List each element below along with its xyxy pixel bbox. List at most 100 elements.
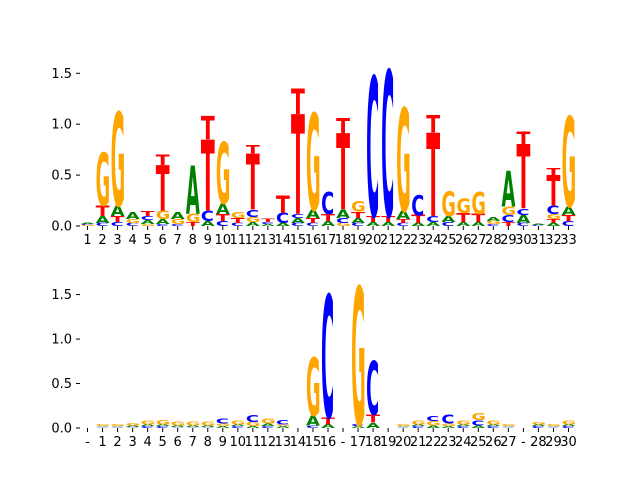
logo-letter-C: C xyxy=(141,215,154,221)
logo-letter-G: G xyxy=(396,80,411,244)
x-tick-label: 1 xyxy=(98,435,106,450)
x-tick-label: 25 xyxy=(440,233,457,248)
logo-letter-C: C xyxy=(246,414,259,425)
logo-letter-G: G xyxy=(486,220,501,225)
logo-letter-T: T xyxy=(306,217,321,225)
logo-letter-T: T xyxy=(291,88,305,247)
logo-letter-A: A xyxy=(396,208,410,221)
logo-letter-T: T xyxy=(396,218,411,225)
logo-letter-T: T xyxy=(456,210,470,225)
y-tick-label: 0.5 xyxy=(51,377,72,392)
logo-letter-A: A xyxy=(366,422,380,431)
logo-letter-T: T xyxy=(501,221,516,228)
logo-letter-A: A xyxy=(562,204,576,217)
logo-letter-A: A xyxy=(231,424,245,427)
x-tick-label: 27 xyxy=(470,233,487,248)
logo-letter-C: C xyxy=(547,427,560,428)
logo-letter-G: G xyxy=(426,420,441,427)
x-tick-label: 2 xyxy=(113,435,121,450)
x-tick-label: 8 xyxy=(204,435,212,450)
logo-letter-G: G xyxy=(441,186,456,225)
logo-letter-C: C xyxy=(426,414,439,423)
logo-letter-C: C xyxy=(396,222,409,227)
x-tick-label: 23 xyxy=(440,435,457,450)
x-tick-label: 22 xyxy=(395,233,412,248)
x-tick-label: 6 xyxy=(159,233,167,248)
logo-letter-C: C xyxy=(501,214,514,225)
logo-letter-A: A xyxy=(471,425,485,429)
logo-letter-G: G xyxy=(156,419,171,426)
x-tick-label: 13 xyxy=(275,435,292,450)
logo-letter-A: A xyxy=(141,219,156,225)
logo-letter-C: C xyxy=(261,221,274,224)
logo-letter-A: A xyxy=(321,424,336,430)
logo-letter-G: G xyxy=(501,424,516,427)
logo-panel-2: 0.00.51.01.5- 1 2 3 4 5 6 7 8 9 10111213141516-171… xyxy=(51,248,576,469)
logo-letter-G: G xyxy=(501,205,516,218)
logo-letter-A: A xyxy=(186,154,200,230)
x-tick-label: 31 xyxy=(530,233,547,248)
logo-letter-A: A xyxy=(456,221,471,227)
x-tick-label: 14 xyxy=(275,233,292,248)
logo-letter-C: C xyxy=(366,40,379,262)
logo-letter-C: C xyxy=(126,427,139,428)
x-tick-label: 1 xyxy=(83,233,91,248)
x-tick-label: 25 xyxy=(470,435,487,450)
logo-letter-A: A xyxy=(216,426,230,429)
logo-letter-C: C xyxy=(351,424,364,427)
x-tick-label: 26 xyxy=(485,435,502,450)
logo-letter-C: C xyxy=(321,263,334,458)
logo-letter-C: C xyxy=(201,427,214,428)
logo-letter-G: G xyxy=(411,420,426,426)
logo-letter-C: C xyxy=(261,426,274,429)
logo-letter-G: G xyxy=(306,88,321,242)
logo-letter-A: A xyxy=(276,222,291,227)
logo-letter-T: T xyxy=(516,128,531,150)
logo-letter-T: T xyxy=(547,166,561,216)
logo-letter-T: T xyxy=(336,114,350,138)
logo-letter-A: A xyxy=(486,216,501,222)
logo-letter-A: A xyxy=(471,221,486,227)
logo-letter-C: C xyxy=(81,224,94,226)
logo-letter-G: G xyxy=(486,420,501,426)
logo-letter-G: G xyxy=(156,209,171,222)
logo-letter-A: A xyxy=(441,215,455,225)
logo-letter-A: A xyxy=(381,221,396,227)
logo-letter-C: C xyxy=(96,222,109,227)
logo-letter-T: T xyxy=(366,214,380,224)
logo-letter-C: C xyxy=(351,222,364,227)
logo-letter-T: T xyxy=(96,204,110,220)
logo-letter-A: A xyxy=(96,426,110,427)
x-tick-label: 21 xyxy=(410,435,427,450)
logo-letter-A: A xyxy=(306,413,321,429)
logo-letter-A: A xyxy=(111,203,126,219)
x-tick-label: 7 xyxy=(189,435,197,450)
logo-letter-C: C xyxy=(321,186,334,222)
logo-letter-G: G xyxy=(216,128,231,225)
logo-letter-T: T xyxy=(231,217,246,225)
logo-letter-T: T xyxy=(516,129,530,231)
x-tick-label: 9 xyxy=(219,435,227,450)
logo-letter-G: G xyxy=(186,421,201,427)
logo-letter-A: A xyxy=(547,426,561,427)
logo-letter-A: A xyxy=(171,425,185,428)
logo-letter-T: T xyxy=(156,154,170,227)
logo-letter-G: G xyxy=(111,424,126,427)
x-tick-label: 22 xyxy=(425,435,442,450)
logo-letter-T: T xyxy=(261,218,275,223)
logo-letter-A: A xyxy=(201,425,215,428)
logo-letter-T: T xyxy=(276,192,290,219)
x-tick-label: 10 xyxy=(215,233,232,248)
logo-letter-G: G xyxy=(216,423,231,427)
logo-letter-T: T xyxy=(186,221,201,228)
logo-letter-A: A xyxy=(441,426,455,429)
y-tick-label: 1.5 xyxy=(51,67,72,82)
logo-letter-A: A xyxy=(396,426,410,427)
logo-letter-A: A xyxy=(426,221,441,227)
logo-letter-G: G xyxy=(96,424,111,427)
logo-letter-T: T xyxy=(201,121,215,235)
logo-letter-A: A xyxy=(261,423,275,427)
x-tick-label: 12 xyxy=(245,233,262,248)
logo-letter-T: T xyxy=(547,166,561,178)
x-tick-label: 20 xyxy=(395,435,412,450)
